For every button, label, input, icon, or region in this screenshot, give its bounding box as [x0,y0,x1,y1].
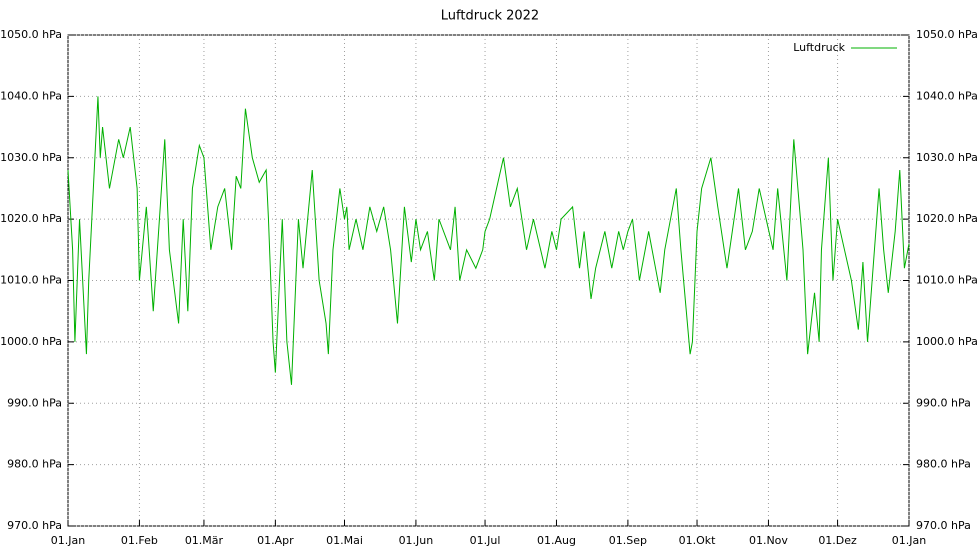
x-tick-label: 01.Aug [537,534,576,547]
y-tick-label: 1000.0 hPa [0,335,62,348]
x-tick-label: 01.Feb [121,534,158,547]
y-tick-label: 1010.0 hPa [0,274,62,287]
y2-tick-label: 1030.0 hPa [916,151,978,164]
y-tick-label: 990.0 hPa [7,396,62,409]
x-tick-label: 01.Jan [51,534,85,547]
y2-tick-label: 970.0 hPa [916,519,971,532]
legend-label: Luftdruck [793,41,845,54]
y-tick-label: 1050.0 hPa [0,28,62,41]
x-tick-label: 01.Nov [749,534,788,547]
y-tick-label: 1020.0 hPa [0,212,62,225]
y2-tick-label: 1000.0 hPa [916,335,978,348]
x-tick-label: 01.Jun [399,534,434,547]
y-tick-label: 970.0 hPa [7,519,62,532]
chart-title: Luftdruck 2022 [441,9,539,24]
y-tick-label: 1040.0 hPa [0,89,62,102]
y2-tick-label: 980.0 hPa [916,458,971,471]
y2-tick-label: 990.0 hPa [916,396,971,409]
y2-tick-label: 1040.0 hPa [916,89,978,102]
y2-tick-label: 1010.0 hPa [916,274,978,287]
x-tick-label: 01.Mär [185,534,224,547]
x-tick-label: 01.Okt [679,534,717,547]
y-tick-label: 980.0 hPa [7,458,62,471]
y2-tick-label: 1050.0 hPa [916,28,978,41]
x-tick-label: 01.Jul [470,534,501,547]
x-tick-label: 01.Jan [892,534,926,547]
x-tick-label: 01.Mai [326,534,363,547]
data-line [67,96,910,385]
x-tick-label: 01.Apr [257,534,294,547]
x-tick-label: 01.Sep [609,534,647,547]
x-tick-label: 01.Dez [818,534,857,547]
y2-tick-label: 1020.0 hPa [916,212,978,225]
y-tick-label: 1030.0 hPa [0,151,62,164]
